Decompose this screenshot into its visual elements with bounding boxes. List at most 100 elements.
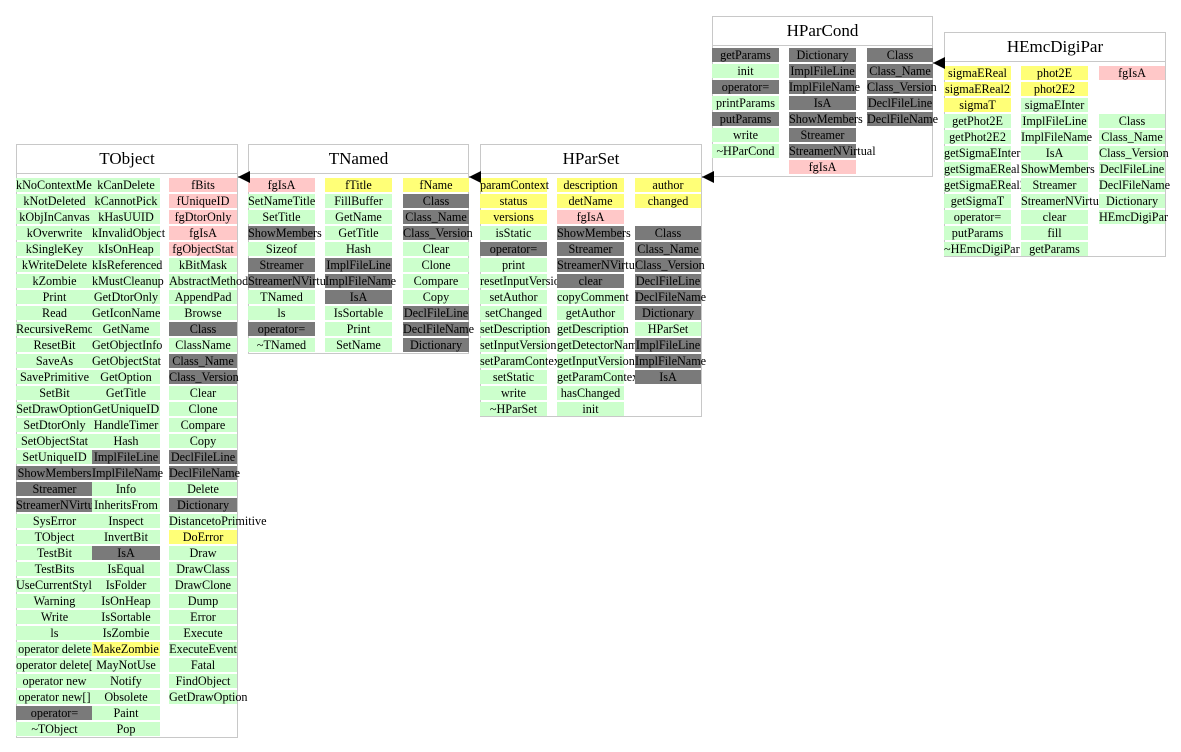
member-showmembers: ShowMembers bbox=[557, 226, 631, 240]
member-knotdeleted: kNotDeleted bbox=[16, 194, 93, 208]
member-operatorassign: operator= bbox=[480, 242, 547, 256]
member-class-version: Class_Version bbox=[403, 226, 473, 240]
member-knocontextmenu: kNoContextMenu bbox=[16, 178, 105, 192]
member-phot2e: phot2E bbox=[1021, 66, 1088, 80]
member-inspect: Inspect bbox=[92, 514, 160, 528]
member-dictionary: Dictionary bbox=[169, 498, 237, 512]
member-showmembers: ShowMembers bbox=[16, 466, 93, 480]
member-iszombie: IsZombie bbox=[92, 626, 160, 640]
member-setchanged: setChanged bbox=[480, 306, 547, 320]
member-kisonheap: kIsOnHeap bbox=[92, 242, 160, 256]
member-declfilename: DeclFileName bbox=[867, 112, 939, 126]
member-implfileline: ImplFileLine bbox=[789, 64, 856, 78]
member-implfileline: ImplFileLine bbox=[92, 450, 160, 464]
member-declfilename: DeclFileName bbox=[403, 322, 475, 336]
member-getuniqueid: GetUniqueID bbox=[92, 402, 160, 416]
member-class: Class bbox=[867, 48, 933, 62]
member-showmembers: ShowMembers bbox=[789, 112, 863, 126]
member-setbit: SetBit bbox=[16, 386, 93, 400]
member-getinputversion: getInputVersion bbox=[557, 354, 635, 368]
member-dtor-hparset: ~HParSet bbox=[480, 402, 547, 416]
member-operatorassign: operator= bbox=[16, 706, 93, 720]
member-implfileline: ImplFileLine bbox=[325, 258, 392, 272]
member-hash: Hash bbox=[325, 242, 392, 256]
member-issortable: IsSortable bbox=[325, 306, 392, 320]
member-getphot2e: getPhot2E bbox=[944, 114, 1011, 128]
member-usecurrentstyle: UseCurrentStyle bbox=[16, 578, 98, 592]
member-inheritsfrom: InheritsFrom bbox=[92, 498, 160, 512]
member-sigmaereal2: sigmaEReal2 bbox=[944, 82, 1011, 96]
member-putparams: putParams bbox=[712, 112, 779, 126]
member-streamer: Streamer bbox=[248, 258, 315, 272]
member-dictionary: Dictionary bbox=[789, 48, 856, 62]
member-class-version: Class_Version bbox=[635, 258, 705, 272]
member-print: print bbox=[480, 258, 547, 272]
member-geticonname: GetIconName bbox=[92, 306, 161, 320]
member-dictionary: Dictionary bbox=[635, 306, 701, 320]
member-class-name: Class_Name bbox=[169, 354, 237, 368]
member-operator-new: operator new bbox=[16, 674, 93, 688]
member-class-name: Class_Name bbox=[403, 210, 469, 224]
member-implfilename: ImplFileName bbox=[325, 274, 397, 288]
member-dtor-tnamed: ~TNamed bbox=[248, 338, 315, 352]
member-getname: GetName bbox=[325, 210, 392, 224]
member-setinputversion: setInputVersion bbox=[480, 338, 557, 352]
member-getobjectstat: GetObjectStat bbox=[92, 354, 162, 368]
member-kmustcleanup: kMustCleanup bbox=[92, 274, 164, 288]
member-classname: ClassName bbox=[169, 338, 237, 352]
member-getobjectinfo: GetObjectInfo bbox=[92, 338, 163, 352]
member-write: write bbox=[712, 128, 779, 142]
class-title: TObject bbox=[17, 145, 237, 174]
member-dtor-hemcdigipar: ~HEmcDigiPar bbox=[944, 242, 1020, 256]
member-class: Class bbox=[169, 322, 237, 336]
member-clear: Clear bbox=[403, 242, 469, 256]
member-isa: IsA bbox=[325, 290, 392, 304]
member-getsigmaeinter: getSigmaEInter bbox=[944, 146, 1021, 160]
member-streamer: Streamer bbox=[557, 242, 624, 256]
member-invertbit: InvertBit bbox=[92, 530, 160, 544]
member-author: author bbox=[635, 178, 701, 192]
member-fgisa: fgIsA bbox=[789, 160, 856, 174]
member-paint: Paint bbox=[92, 706, 160, 720]
member-gettitle: GetTitle bbox=[325, 226, 392, 240]
member-haschanged: hasChanged bbox=[557, 386, 624, 400]
member-phot2e2: phot2E2 bbox=[1021, 82, 1088, 96]
member-setstatic: setStatic bbox=[480, 370, 547, 384]
member-pop: Pop bbox=[92, 722, 160, 736]
member-fgisa: fgIsA bbox=[248, 178, 315, 192]
member-class-version: Class_Version bbox=[867, 80, 937, 94]
member-dictionary: Dictionary bbox=[403, 338, 469, 352]
member-fgisa: fgIsA bbox=[557, 210, 624, 224]
member-appendpad: AppendPad bbox=[169, 290, 237, 304]
member-clear: clear bbox=[557, 274, 624, 288]
member-drawclone: DrawClone bbox=[169, 578, 237, 592]
member-getdrawoption: GetDrawOption bbox=[169, 690, 248, 704]
member-abstractmethod: AbstractMethod bbox=[169, 274, 249, 288]
member-print: Print bbox=[325, 322, 392, 336]
member-paramcontext: paramContext bbox=[480, 178, 550, 192]
member-isfolder: IsFolder bbox=[92, 578, 160, 592]
class-title: HParSet bbox=[481, 145, 701, 174]
member-class-name: Class_Name bbox=[635, 242, 701, 256]
member-clone: Clone bbox=[403, 258, 469, 272]
member-info: Info bbox=[92, 482, 160, 496]
member-kisreferenced: kIsReferenced bbox=[92, 258, 163, 272]
member-testbits: TestBits bbox=[16, 562, 93, 576]
member-clone: Clone bbox=[169, 402, 237, 416]
member-drawclass: DrawClass bbox=[169, 562, 237, 576]
member-putparams: putParams bbox=[944, 226, 1011, 240]
member-setdtoronly: SetDtorOnly bbox=[16, 418, 93, 432]
member-write: write bbox=[480, 386, 547, 400]
member-dump: Dump bbox=[169, 594, 237, 608]
member-implfilename: ImplFileName bbox=[635, 354, 707, 368]
member-clear: Clear bbox=[169, 386, 237, 400]
member-isa: IsA bbox=[1021, 146, 1088, 160]
member-setobjectstat: SetObjectStat bbox=[16, 434, 93, 448]
member-declfileline: DeclFileLine bbox=[1099, 162, 1165, 176]
member-getphot2e2: getPhot2E2 bbox=[944, 130, 1011, 144]
member-declfileline: DeclFileLine bbox=[169, 450, 237, 464]
member-print: Print bbox=[16, 290, 93, 304]
member-gettitle: GetTitle bbox=[92, 386, 160, 400]
member-getname: GetName bbox=[92, 322, 160, 336]
member-class-name: Class_Name bbox=[1099, 130, 1165, 144]
